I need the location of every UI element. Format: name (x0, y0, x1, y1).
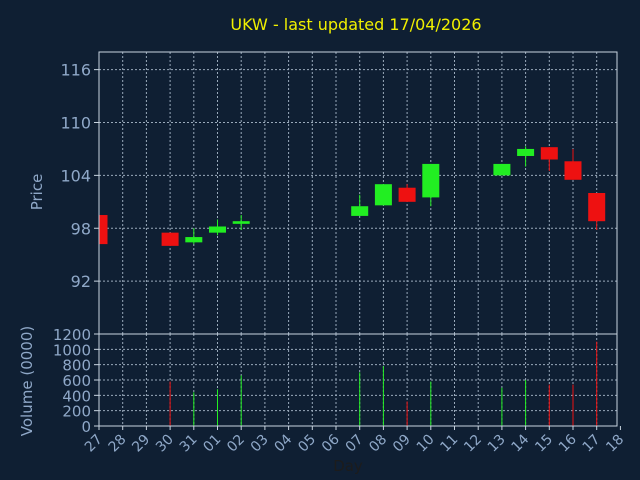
price-tick-label: 92 (71, 272, 91, 291)
price-panel: 92 98 104 110 116 (60, 51, 618, 335)
price-tick-label: 110 (60, 114, 91, 133)
candle-body-30 (161, 232, 179, 246)
candle-body-10 (422, 163, 440, 198)
x-tick-label: 12 (461, 432, 485, 456)
x-tick-label: 03 (248, 432, 272, 456)
volume-tick-label: 600 (62, 372, 91, 390)
price-axis-label: Price (28, 174, 46, 211)
x-tick-label: 11 (437, 432, 461, 456)
x-tick-label: 07 (343, 432, 367, 456)
candle-body-14 (517, 148, 535, 156)
candle-body-08 (374, 184, 392, 206)
x-tick-label: 02 (224, 432, 248, 456)
candle-body-13 (493, 163, 511, 176)
x-tick-label: 10 (414, 432, 438, 456)
x-tick-label: 08 (366, 432, 390, 456)
candle-body-09 (398, 187, 416, 202)
volume-tick-label: 200 (62, 403, 91, 421)
x-tick-label: 30 (153, 432, 177, 456)
x-tick-label: 13 (485, 432, 509, 456)
x-tick-label: 09 (390, 432, 414, 456)
candle-body-02 (232, 221, 250, 224)
volume-tick-label: 400 (62, 387, 91, 405)
volume-plot-frame (98, 333, 618, 427)
x-tick-label: 16 (556, 431, 580, 455)
x-tick-label: 05 (295, 432, 319, 456)
x-tick-label: 17 (580, 432, 604, 456)
volume-axis-label: Volume (0000) (18, 326, 36, 436)
candle-body-15 (540, 147, 558, 160)
candle-body-07 (351, 206, 369, 216)
price-tick-label: 104 (60, 166, 91, 185)
candle-body-31 (185, 237, 203, 243)
price-tick-label: 98 (71, 219, 91, 238)
volume-tick-label: 800 (62, 357, 91, 375)
candle-body-27 (99, 215, 108, 245)
x-axis: 27 28 29 30 31 01 02 03 04 05 06 07 08 09 10 11 12 13 14 15… (82, 426, 627, 455)
chart-title: UKW - last updated 17/04/2026 (230, 15, 481, 34)
price-plot-frame (98, 51, 618, 335)
price-tick-label: 116 (60, 61, 91, 80)
volume-tick-label: 1200 (53, 326, 91, 344)
candle-body-17 (588, 193, 606, 222)
x-tick-label: 01 (200, 432, 224, 456)
x-axis-label: Day (333, 457, 363, 475)
x-tick-label: 18 (603, 432, 627, 456)
x-tick-label: 29 (129, 432, 153, 456)
volume-tick-label: 0 (81, 418, 91, 436)
x-tick-label: 06 (319, 431, 343, 455)
x-tick-label: 28 (106, 432, 130, 456)
volume-tick-label: 1000 (53, 341, 91, 359)
x-tick-label: 31 (177, 432, 201, 456)
candle-body-16 (564, 161, 582, 180)
x-tick-label: 04 (272, 431, 296, 455)
candle-body-01 (209, 226, 226, 233)
x-tick-label: 14 (509, 431, 533, 455)
x-tick-label: 15 (532, 432, 556, 456)
